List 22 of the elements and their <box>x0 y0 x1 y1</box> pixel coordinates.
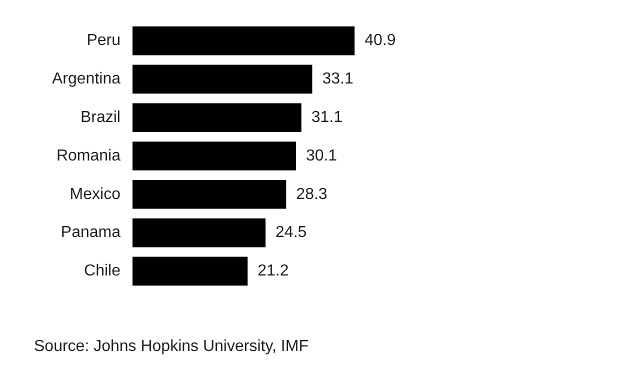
y-tick-label: Chile <box>84 262 121 280</box>
y-tick-label: Argentina <box>52 70 121 88</box>
bar <box>132 180 286 209</box>
y-tick-label: Mexico <box>70 186 121 203</box>
data-label: 33.1 <box>322 70 354 88</box>
y-tick-label: Romania <box>56 147 121 164</box>
y-tick-label: Brazil <box>80 109 120 126</box>
bar <box>132 218 266 248</box>
source-note: Source: Johns Hopkins University, IMF <box>34 338 308 356</box>
bar <box>132 26 355 56</box>
data-label: 21.2 <box>258 262 289 280</box>
data-label: 40.9 <box>364 32 396 50</box>
data-label: 30.1 <box>306 147 338 164</box>
bar <box>132 256 248 286</box>
data-label: 28.3 <box>296 186 328 203</box>
data-label: 31.1 <box>311 109 343 126</box>
data-label: 24.5 <box>276 224 307 242</box>
bar <box>132 142 296 170</box>
bar <box>132 103 302 132</box>
y-tick-label: Peru <box>86 32 120 50</box>
bar <box>132 64 312 94</box>
y-tick-label: Panama <box>60 224 121 242</box>
